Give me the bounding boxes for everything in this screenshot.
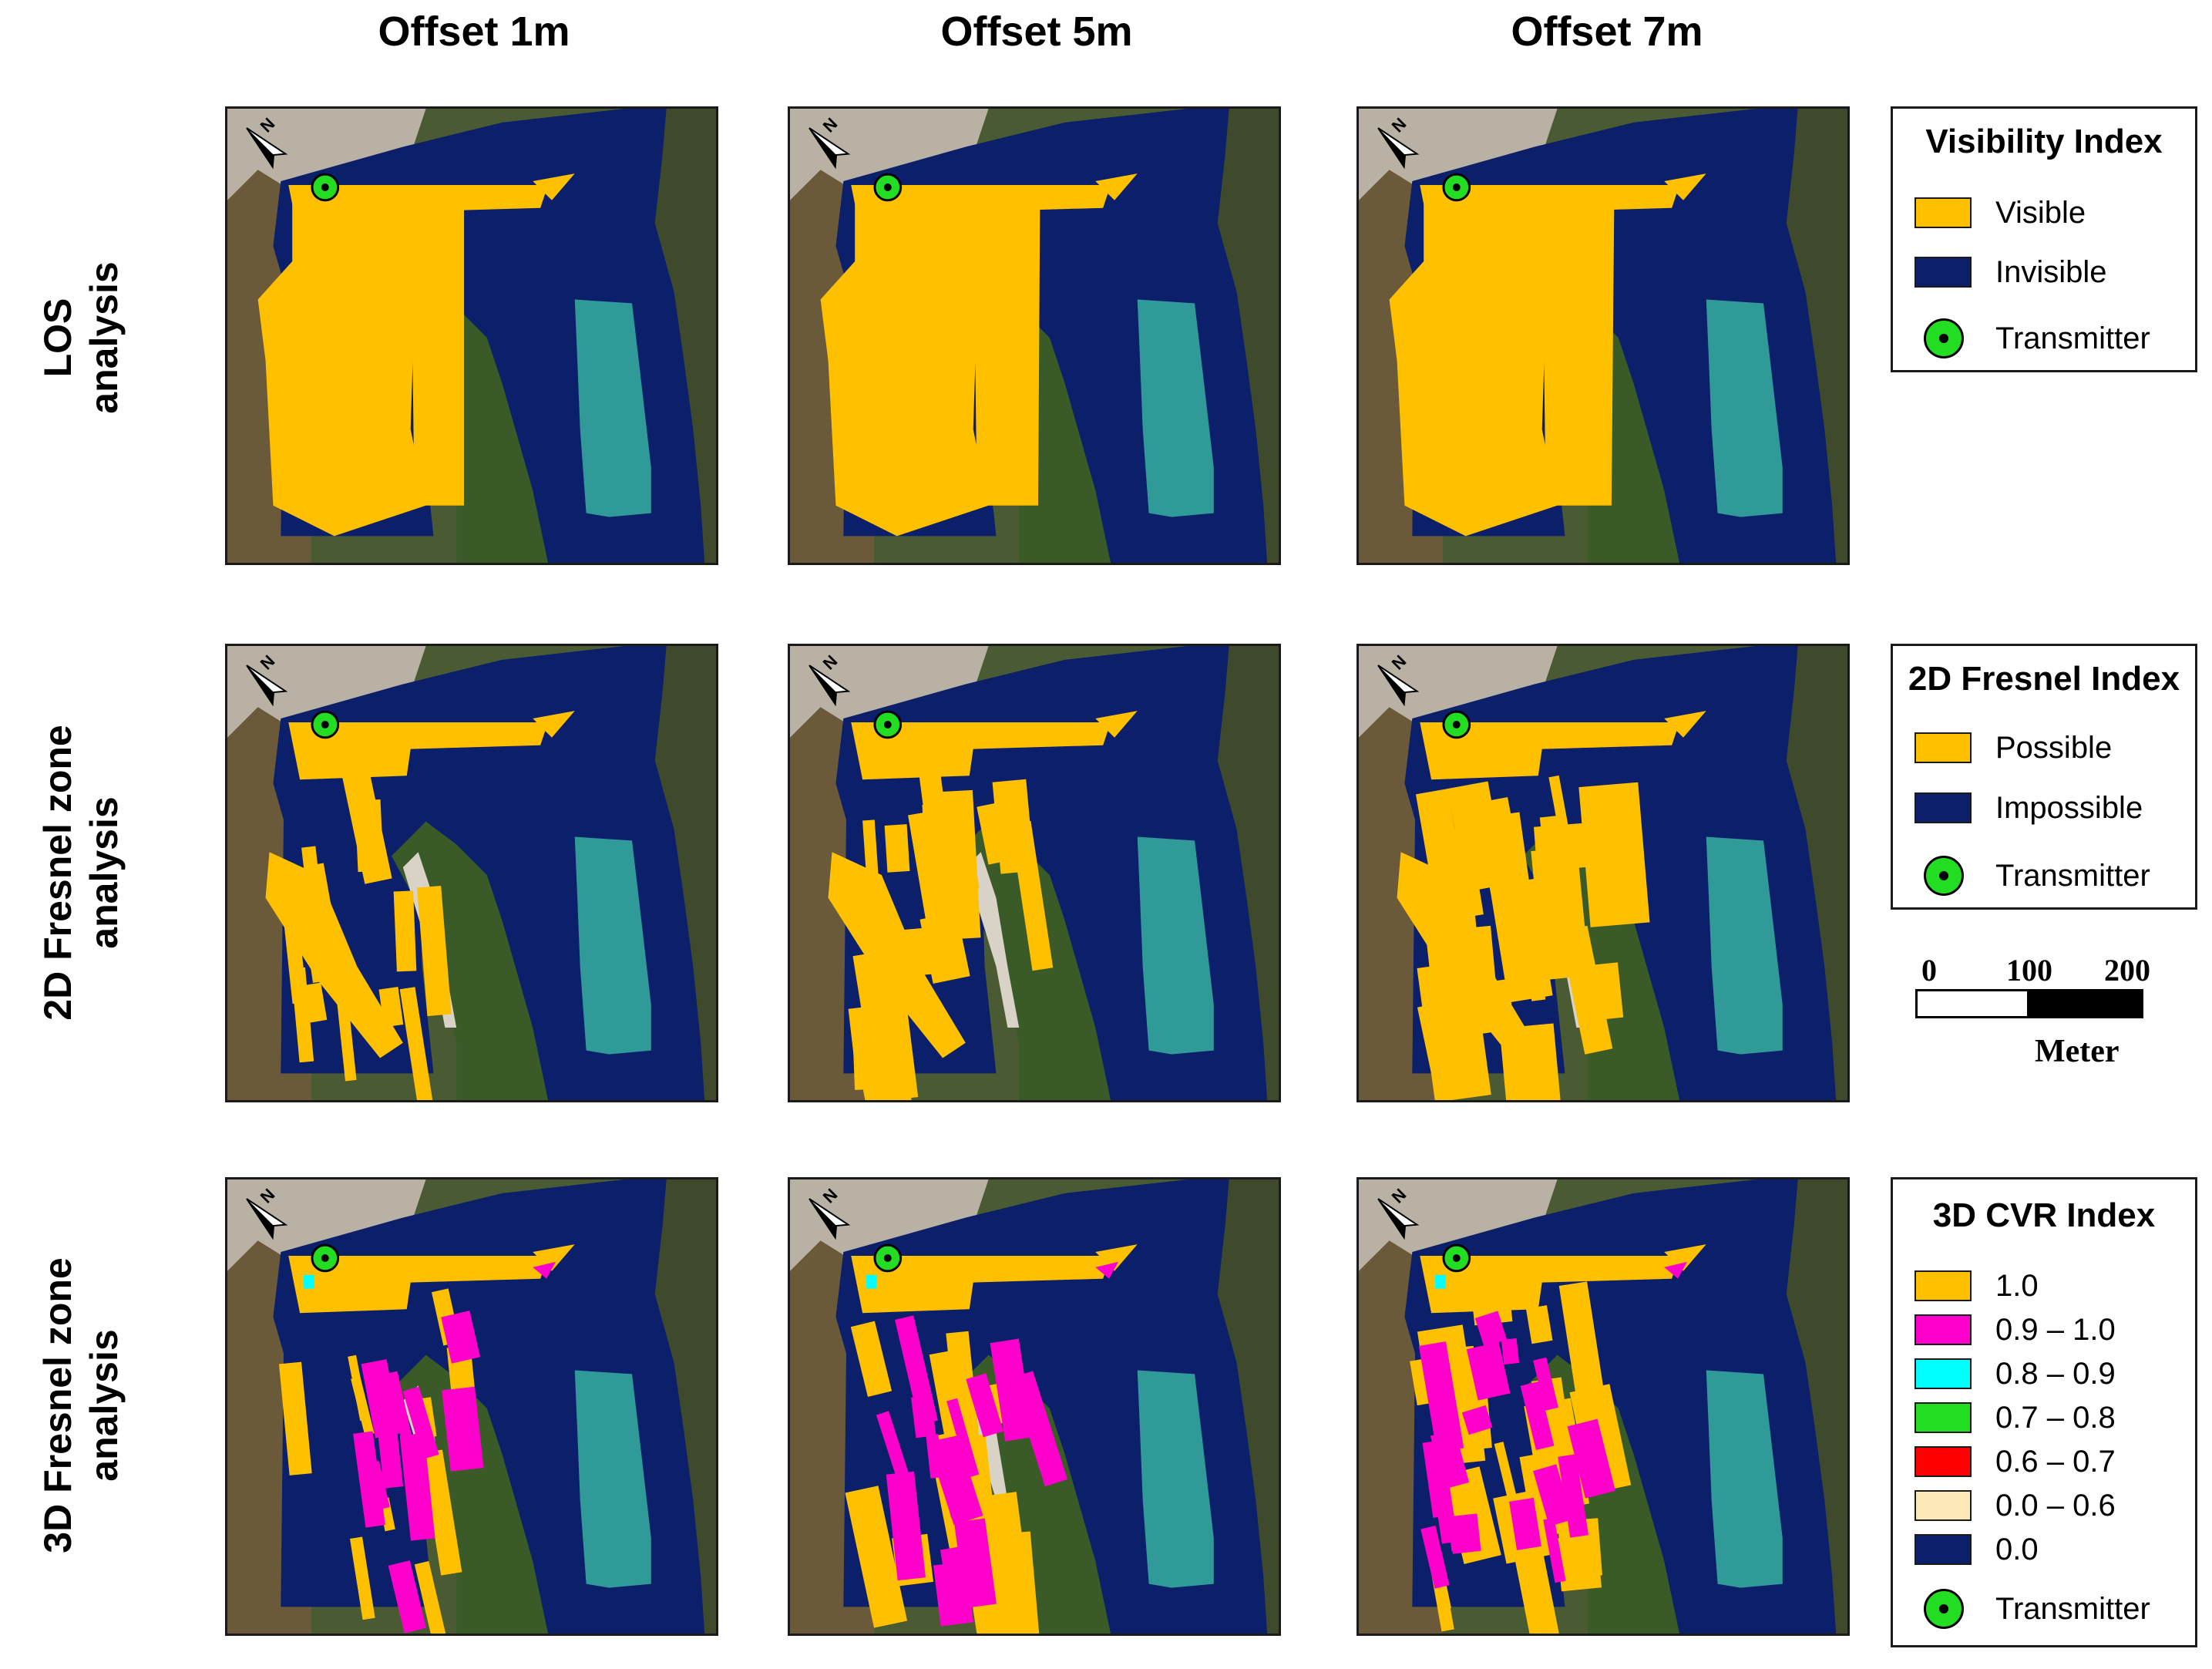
map-2d-fresnel-offset-1m: N (225, 644, 718, 1102)
transmitter-icon (1442, 710, 1471, 739)
lake (1706, 836, 1783, 1055)
scale-tick-200: 200 (2104, 953, 2150, 988)
transmitter-icon (311, 710, 340, 739)
lake (1706, 1370, 1783, 1588)
map-los-offset-7m: N (1356, 106, 1850, 565)
visible-zone (265, 711, 575, 1100)
column-header-offset-5m: Offset 5m (940, 8, 1133, 55)
transmitter-icon (873, 710, 903, 739)
transmitter-icon (873, 1243, 903, 1273)
swatch-visible (1914, 197, 1972, 228)
swatch-cvr-0-7-0-8 (1914, 1402, 1972, 1433)
map-2d-fresnel-offset-5m: N (788, 644, 1281, 1102)
swatch-impossible (1914, 792, 1972, 823)
column-header-offset-7m: Offset 7m (1511, 8, 1703, 55)
scale-bar: 0 100 200 Meter (1915, 952, 2150, 1069)
transmitter-icon (1924, 318, 1964, 358)
transmitter-icon (1924, 856, 1964, 896)
swatch-cvr-0-0 (1914, 1534, 1972, 1565)
swatch-invisible (1914, 257, 1972, 288)
lake (1137, 299, 1214, 517)
visible-zone (1389, 173, 1706, 537)
legend-visibility-index: Visibility Index Visible Invisible Trans… (1891, 106, 2197, 372)
swatch-cvr-0-8-0-9 (1914, 1358, 1972, 1389)
scale-tick-100: 100 (2006, 953, 2052, 988)
row-header-3d-fresnel: 3D Fresnel zone analysis (36, 1257, 126, 1553)
swatch-possible (1914, 732, 1972, 763)
visible-zone (820, 173, 1138, 537)
legend-title: 3D CVR Index (1932, 1196, 2156, 1234)
transmitter-icon (1924, 1589, 1964, 1629)
scale-tick-0: 0 (1921, 953, 1937, 988)
lake (574, 1370, 651, 1588)
transmitter-icon (1442, 173, 1471, 202)
transmitter-icon (311, 173, 340, 202)
legend-title: 2D Fresnel Index (1908, 660, 2180, 698)
map-2d-fresnel-offset-7m: N (1356, 644, 1850, 1102)
column-header-offset-1m: Offset 1m (378, 8, 570, 55)
scale-segment-black (2029, 989, 2143, 1018)
cvr-high-zone (304, 1261, 556, 1634)
swatch-cvr-0-0-0-6 (1914, 1490, 1972, 1521)
lake (1706, 299, 1783, 517)
transmitter-icon (311, 1243, 340, 1273)
map-3d-fresnel-offset-1m: N (225, 1177, 718, 1636)
row-header-2d-fresnel: 2D Fresnel zone analysis (36, 725, 126, 1021)
visible-zone (1397, 711, 1706, 1100)
transmitter-icon (873, 173, 903, 202)
swatch-cvr-0-9-1-0 (1914, 1314, 1972, 1345)
north-arrow-icon: N (808, 1185, 851, 1240)
lake (574, 299, 651, 517)
cvr-high-zone (1418, 1261, 1687, 1589)
lake (1137, 836, 1214, 1055)
lake (1137, 1370, 1214, 1588)
legend-title: Visibility Index (1925, 123, 2163, 160)
visible-zone (828, 711, 1138, 1100)
swatch-cvr-0-6-0-7 (1914, 1446, 1972, 1477)
cvr-high-zone (866, 1261, 1118, 1627)
map-3d-fresnel-offset-7m: N (1356, 1177, 1850, 1636)
map-los-offset-5m: N (788, 106, 1281, 565)
legend-3d-cvr-index: 3D CVR Index 1.0 0.9 – 1.0 0.8 – 0.9 0.7… (1891, 1177, 2197, 1647)
row-header-los: LOS analysis (36, 261, 126, 414)
lake (574, 836, 651, 1055)
legend-2d-fresnel-index: 2D Fresnel Index Possible Impossible Tra… (1891, 644, 2197, 910)
map-3d-fresnel-offset-5m: N (788, 1177, 1281, 1636)
scale-unit: Meter (2035, 1034, 2120, 1069)
map-los-offset-1m: N (225, 106, 718, 565)
swatch-cvr-1-0 (1914, 1270, 1972, 1301)
visible-zone (257, 173, 575, 537)
scale-segment-white (1915, 989, 2029, 1018)
transmitter-icon (1442, 1243, 1471, 1273)
